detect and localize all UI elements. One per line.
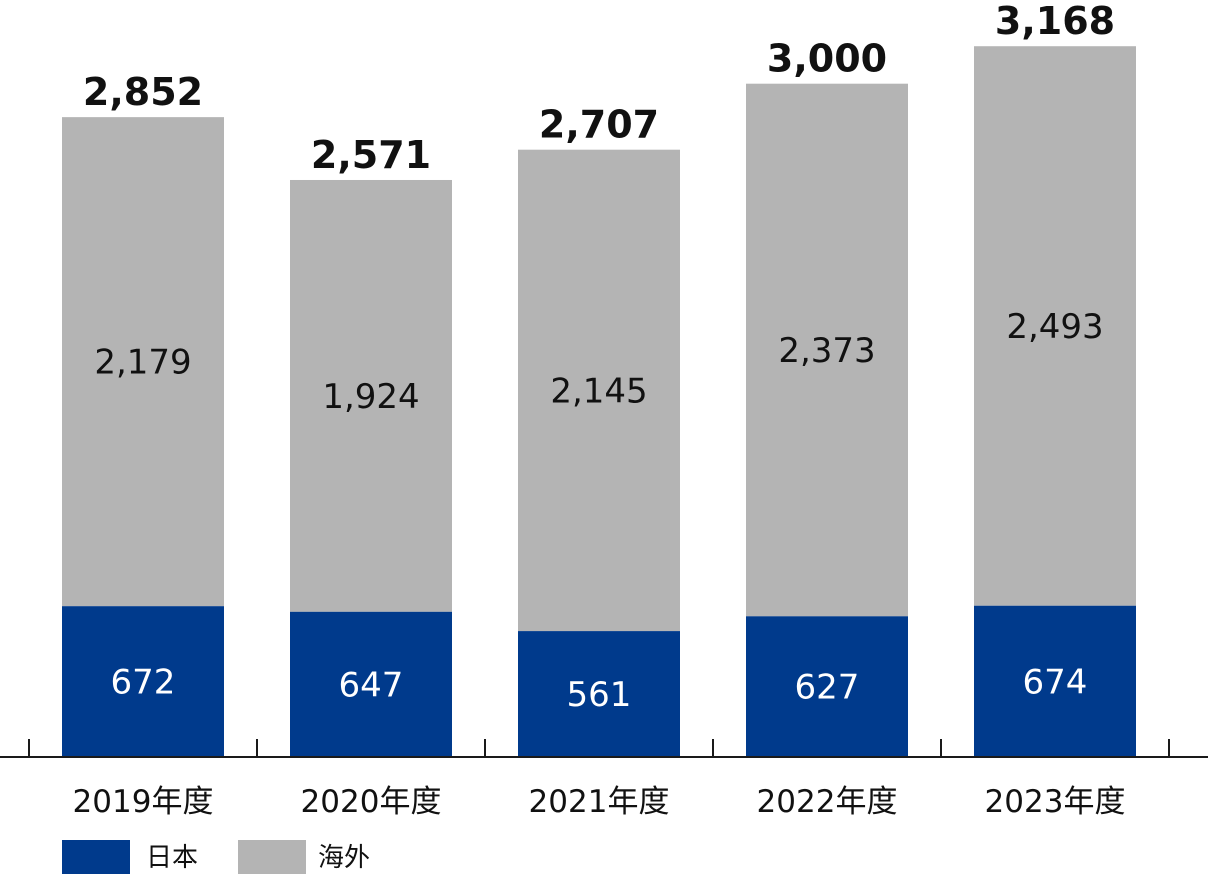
value-label-overseas: 2,145 (550, 371, 647, 411)
bar-segment-overseas (518, 149, 680, 632)
bar-segment-overseas (974, 46, 1136, 606)
x-tick-label: 2021年度 (529, 784, 670, 820)
value-label-overseas: 2,493 (1006, 307, 1103, 347)
total-label: 3,168 (995, 0, 1115, 43)
legend-label-overseas: 海外 (318, 843, 370, 873)
value-label-japan: 627 (795, 668, 860, 708)
x-axis: 2019年度 2020年度 2021年度 2022年度 2023年度 (0, 739, 1208, 820)
value-label-overseas: 2,373 (778, 331, 875, 371)
total-label: 2,852 (83, 70, 203, 114)
x-tick-label: 2020年度 (301, 784, 442, 820)
bars-layer: 2,179 672 2,852 1,924 647 2,571 2,145 561 2,707 2… (62, 0, 1136, 757)
bar-segment-overseas (746, 83, 908, 617)
x-tick-label: 2019年度 (73, 784, 214, 820)
value-label-japan: 672 (111, 663, 176, 703)
legend-label-japan: 日本 (146, 843, 198, 873)
legend: 日本 海外 (62, 840, 370, 874)
legend-swatch-japan (62, 840, 130, 874)
value-label-japan: 561 (567, 675, 632, 715)
bar-segment-overseas (62, 117, 224, 607)
bar-segment-japan (62, 606, 224, 757)
value-label-overseas: 1,924 (322, 377, 419, 417)
total-label: 2,707 (539, 103, 659, 147)
total-label: 3,000 (767, 37, 887, 81)
value-label-japan: 647 (339, 665, 404, 705)
x-tick-label: 2022年度 (757, 784, 898, 820)
value-label-overseas: 2,179 (94, 343, 191, 383)
bar-segment-japan (518, 631, 680, 757)
bar-segment-japan (290, 611, 452, 757)
bar-segment-japan (974, 605, 1136, 757)
legend-swatch-overseas (238, 840, 306, 874)
value-label-japan: 674 (1023, 662, 1088, 702)
total-label: 2,571 (311, 133, 431, 177)
bar-segment-japan (746, 616, 908, 757)
bar-segment-overseas (290, 179, 452, 612)
x-tick-label: 2023年度 (985, 784, 1126, 820)
